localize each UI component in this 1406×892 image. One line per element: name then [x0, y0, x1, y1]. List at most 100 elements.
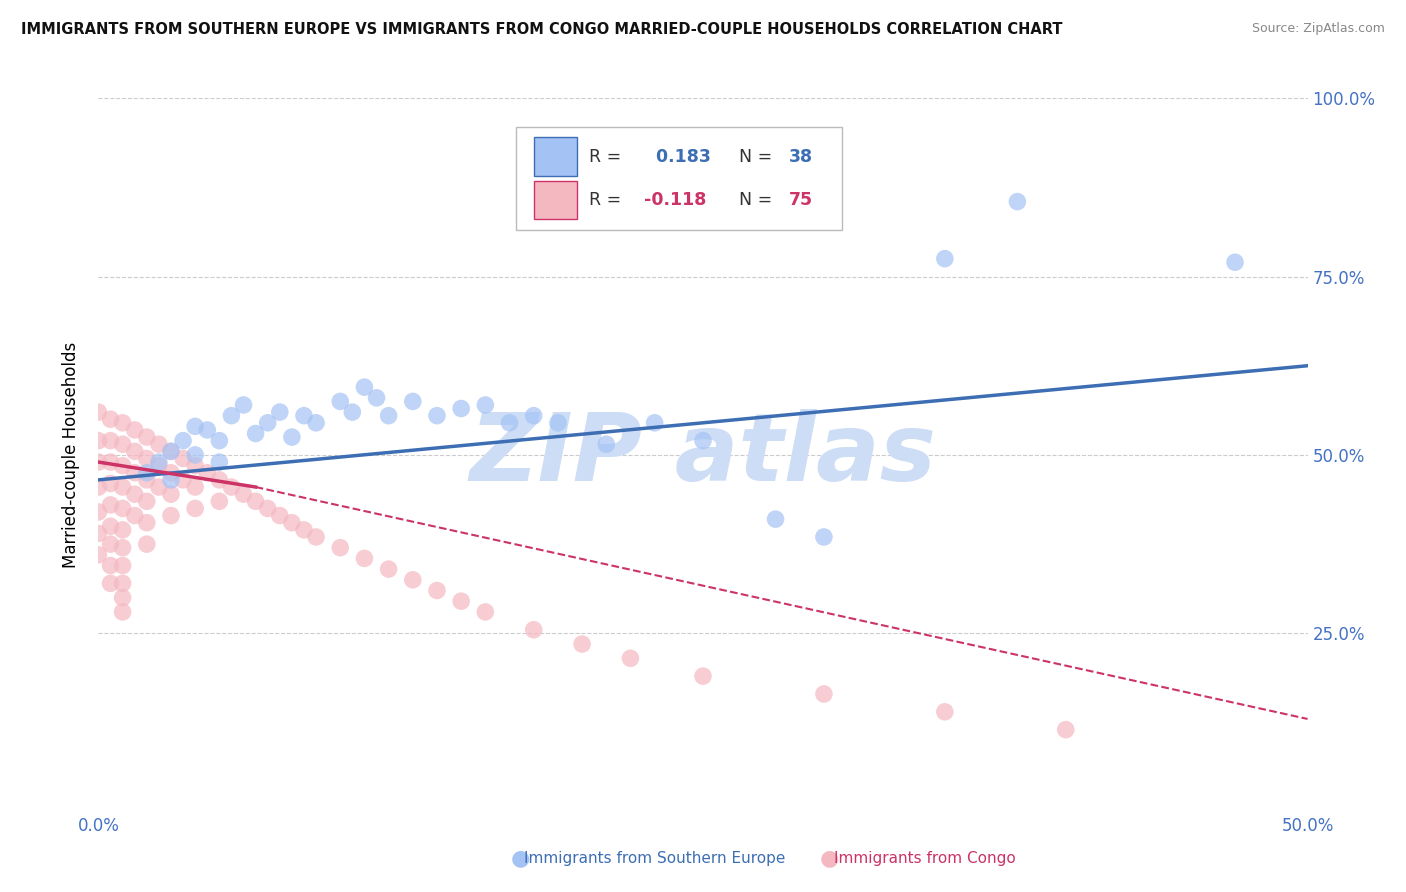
Point — [245, 426, 267, 441]
Point — [813, 687, 835, 701]
Point — [184, 458, 207, 473]
Point — [329, 541, 352, 555]
Point — [292, 409, 315, 423]
Point — [353, 380, 375, 394]
FancyBboxPatch shape — [534, 137, 578, 176]
Point — [256, 416, 278, 430]
Point — [692, 434, 714, 448]
Point — [523, 623, 546, 637]
Point — [87, 526, 110, 541]
Point — [184, 480, 207, 494]
Point — [111, 458, 134, 473]
Point — [172, 473, 194, 487]
Point — [87, 548, 110, 562]
FancyBboxPatch shape — [534, 181, 578, 219]
Point — [813, 530, 835, 544]
Point — [100, 537, 122, 551]
Point — [256, 501, 278, 516]
Point — [474, 605, 496, 619]
Point — [426, 583, 449, 598]
Text: Source: ZipAtlas.com: Source: ZipAtlas.com — [1251, 22, 1385, 36]
Point — [305, 530, 328, 544]
Point — [195, 466, 218, 480]
Point — [124, 444, 146, 458]
Text: N =: N = — [728, 191, 778, 209]
Point — [124, 487, 146, 501]
Point — [595, 437, 617, 451]
Point — [100, 434, 122, 448]
Text: Immigrants from Congo: Immigrants from Congo — [834, 851, 1015, 865]
Point — [281, 516, 304, 530]
Text: R =: R = — [589, 148, 627, 166]
Point — [111, 605, 134, 619]
Point — [619, 651, 641, 665]
Point — [644, 416, 666, 430]
Text: N =: N = — [728, 148, 778, 166]
Point — [269, 508, 291, 523]
Point — [1223, 255, 1246, 269]
Point — [232, 398, 254, 412]
Text: Immigrants from Southern Europe: Immigrants from Southern Europe — [524, 851, 786, 865]
Text: 0.183: 0.183 — [650, 148, 710, 166]
Point — [87, 455, 110, 469]
Point — [426, 409, 449, 423]
Text: R =: R = — [589, 191, 627, 209]
Point — [160, 466, 183, 480]
Point — [208, 473, 231, 487]
Point — [100, 476, 122, 491]
Point — [195, 423, 218, 437]
Point — [124, 423, 146, 437]
Point — [100, 576, 122, 591]
Point — [281, 430, 304, 444]
FancyBboxPatch shape — [516, 127, 842, 230]
Point — [208, 494, 231, 508]
Point — [221, 409, 243, 423]
Point — [208, 434, 231, 448]
Point — [184, 501, 207, 516]
Point — [135, 473, 157, 487]
Text: 38: 38 — [789, 148, 813, 166]
Point — [160, 444, 183, 458]
Point — [148, 455, 170, 469]
Point — [523, 409, 546, 423]
Point — [402, 394, 425, 409]
Text: 75: 75 — [789, 191, 813, 209]
Point — [232, 487, 254, 501]
Point — [402, 573, 425, 587]
Point — [160, 473, 183, 487]
Point — [450, 594, 472, 608]
Point — [172, 434, 194, 448]
Point — [87, 405, 110, 419]
Point — [87, 505, 110, 519]
Point — [1054, 723, 1077, 737]
Point — [87, 480, 110, 494]
Point — [353, 551, 375, 566]
Point — [377, 409, 399, 423]
Point — [184, 419, 207, 434]
Point — [100, 558, 122, 573]
Point — [366, 391, 388, 405]
Point — [160, 508, 183, 523]
Point — [208, 455, 231, 469]
Point — [1007, 194, 1029, 209]
Point — [547, 416, 569, 430]
Point — [111, 501, 134, 516]
Point — [342, 405, 364, 419]
Point — [269, 405, 291, 419]
Point — [934, 252, 956, 266]
Point — [100, 498, 122, 512]
Point — [148, 458, 170, 473]
Point — [377, 562, 399, 576]
Point — [111, 558, 134, 573]
Point — [184, 448, 207, 462]
Point — [148, 437, 170, 451]
Text: -0.118: -0.118 — [644, 191, 706, 209]
Point — [571, 637, 593, 651]
Point — [498, 416, 520, 430]
Point — [245, 494, 267, 508]
Point — [111, 437, 134, 451]
Point — [160, 444, 183, 458]
Point — [135, 430, 157, 444]
Point — [135, 516, 157, 530]
Point — [100, 412, 122, 426]
